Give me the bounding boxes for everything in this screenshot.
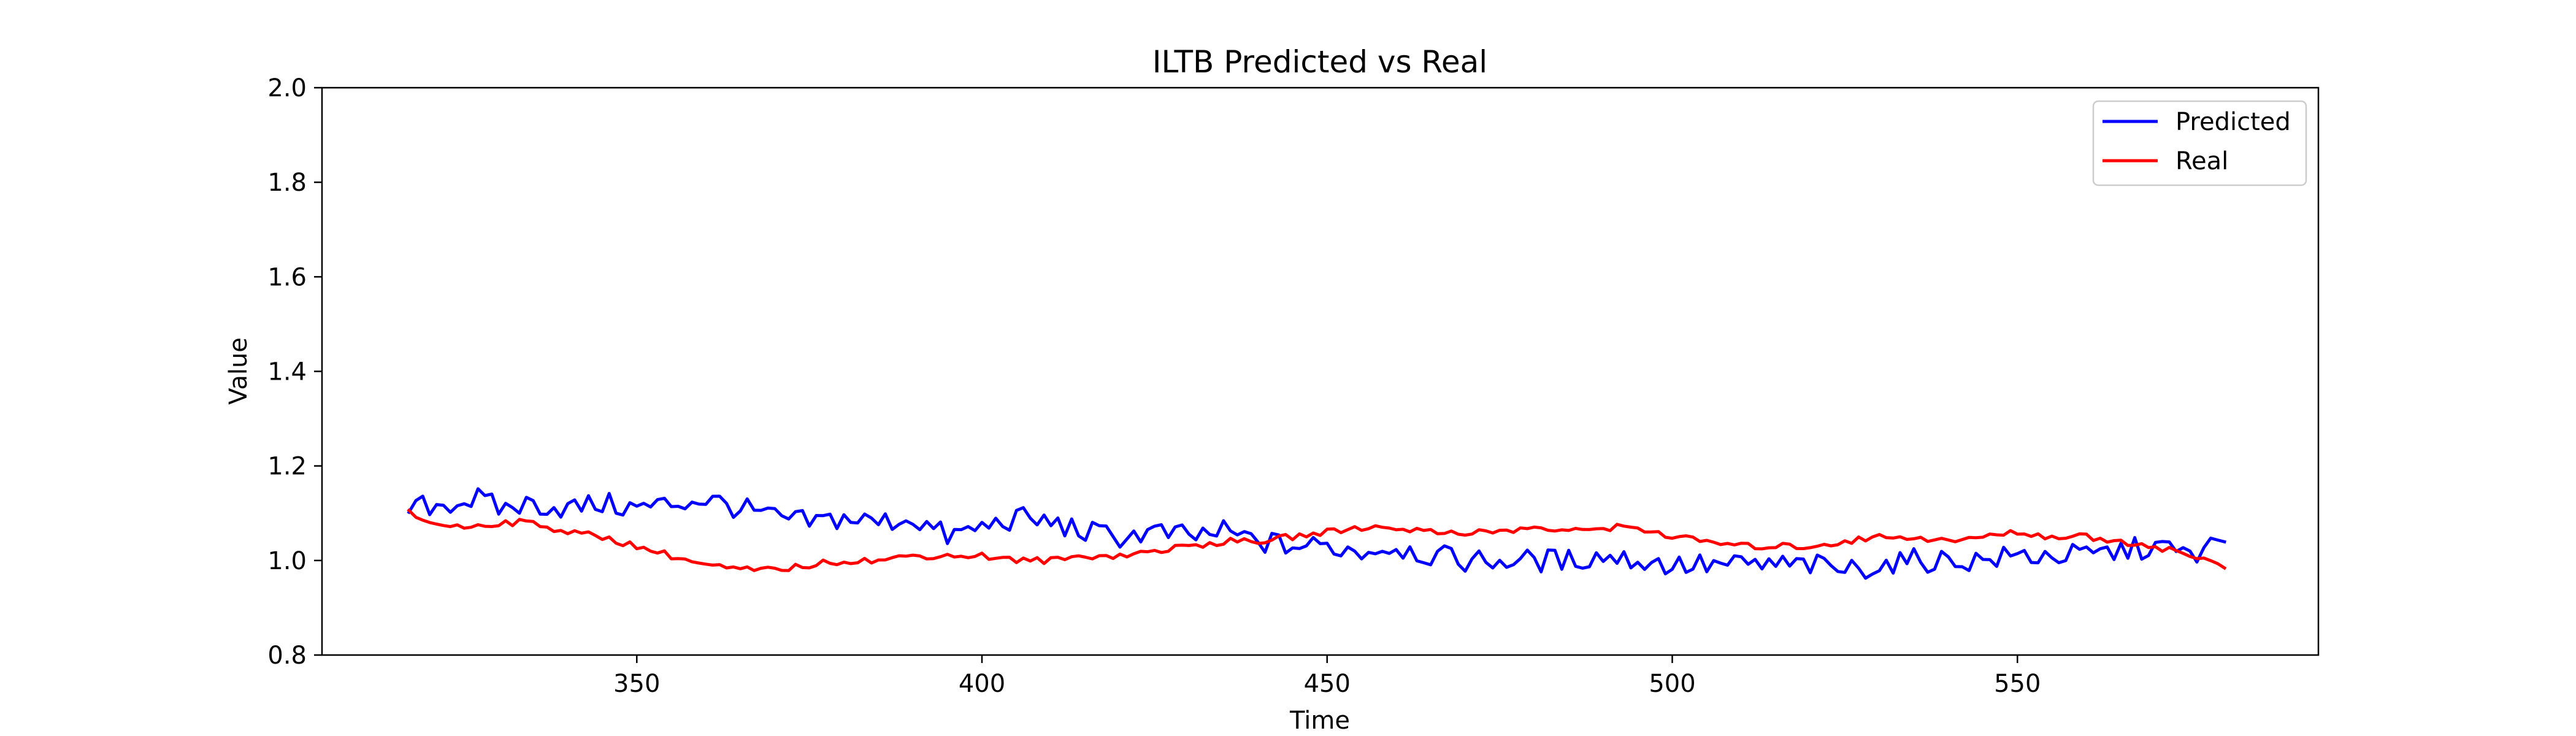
x-tick-label: 400 [959, 670, 1005, 698]
y-axis-ticks: 0.8 1.0 1.2 1.4 1.6 1.8 2.0 [267, 74, 322, 670]
x-tick-label: 450 [1304, 670, 1351, 698]
y-tick-label: 0.8 [267, 642, 307, 670]
y-tick-label: 1.4 [267, 358, 307, 386]
legend: Predicted Real [2092, 100, 2307, 186]
x-axis-ticks: 350 400 450 500 550 [613, 655, 2041, 698]
x-axis-label: Time [1289, 707, 1350, 735]
plot-lines [407, 487, 2227, 580]
legend-label-predicted: Predicted [2175, 108, 2291, 136]
y-tick-label: 1.6 [267, 263, 307, 291]
x-tick-label: 500 [1649, 670, 1695, 698]
chart-title: ILTB Predicted vs Real [1152, 44, 1487, 80]
y-tick-label: 2.0 [267, 74, 307, 102]
y-tick-label: 1.0 [267, 547, 307, 575]
y-tick-label: 1.2 [267, 453, 307, 481]
x-tick-label: 350 [613, 670, 660, 698]
y-axis-label: Value [224, 337, 253, 405]
legend-label-real: Real [2175, 147, 2228, 175]
series-line-real [407, 508, 2227, 572]
series-line-predicted [407, 487, 2226, 580]
x-tick-label: 550 [1994, 670, 2041, 698]
y-tick-label: 1.8 [267, 169, 307, 197]
